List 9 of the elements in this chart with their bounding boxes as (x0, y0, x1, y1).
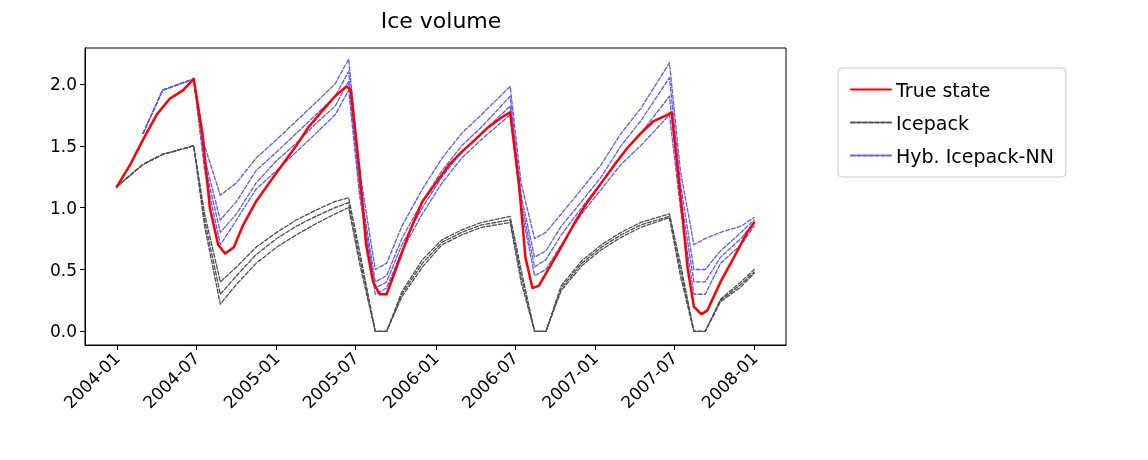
chart-title: Ice volume (380, 7, 502, 33)
legend-label: Hyb. Icepack-NN (896, 144, 1054, 167)
legend-label: Icepack (896, 111, 969, 134)
y-tick-label: 1.5 (49, 135, 77, 156)
y-tick-label: 1.0 (49, 197, 77, 218)
y-tick-label: 0.0 (49, 321, 77, 342)
y-tick-label: 2.0 (49, 73, 77, 94)
legend-label: True state (895, 78, 991, 101)
y-tick-label: 0.5 (49, 259, 77, 280)
